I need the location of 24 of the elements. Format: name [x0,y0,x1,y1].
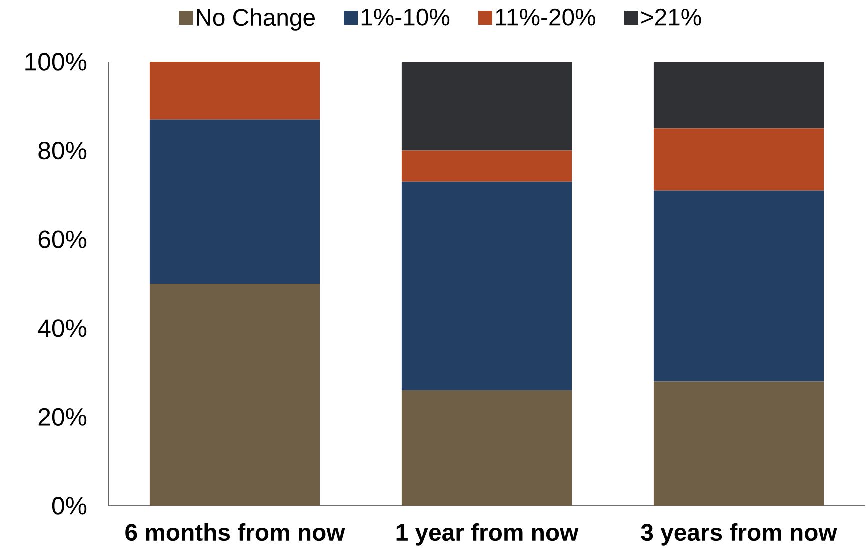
x-tick-label: 6 months from now [126,524,346,542]
y-tick-label: 80% [38,142,87,160]
x-tick-label: 3 years from now [641,524,838,546]
bar [654,382,824,506]
bar [654,62,824,129]
legend-label: 1%-10% [362,8,450,26]
y-tick-label: 60% [38,230,87,248]
bar [150,284,320,506]
bar [402,150,572,182]
bar [402,62,572,151]
bar [150,120,320,284]
bar [150,62,320,120]
y-tick-label: 40% [38,320,87,338]
legend-label: >21% [642,8,702,26]
y-tick-label: 100% [26,53,87,71]
bar [654,190,824,382]
bar [402,182,572,391]
y-tick-label: 20% [38,408,87,426]
bar [654,128,824,191]
y-tick-label: 0% [52,497,87,515]
x-tick-label: 1 year from now [396,524,579,546]
legend-label: 11%-20% [496,8,596,26]
legend-label: No Change [197,8,315,31]
bar [402,390,572,506]
